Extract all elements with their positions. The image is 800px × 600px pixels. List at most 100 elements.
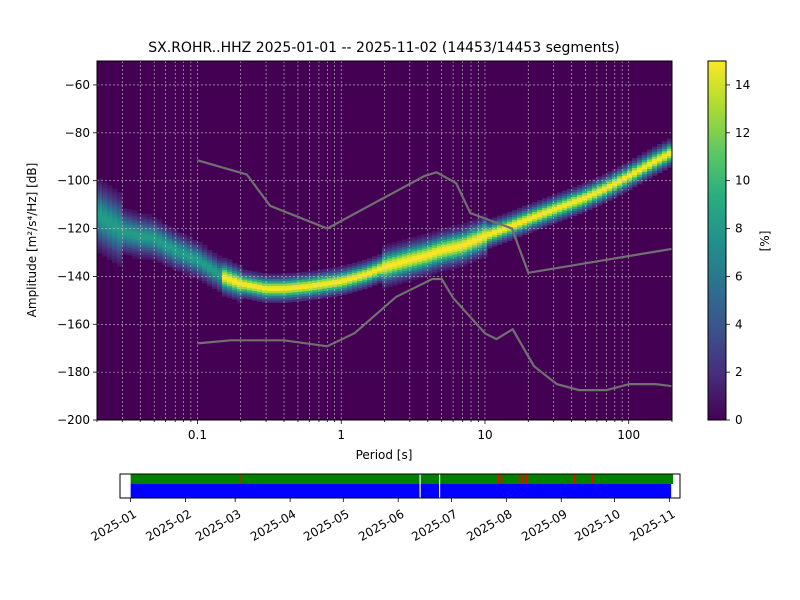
heatmap-cell xyxy=(357,266,363,269)
heatmap-cell xyxy=(657,155,663,159)
heatmap-cell xyxy=(187,245,193,249)
heatmap-cell xyxy=(552,211,558,214)
heatmap-cell xyxy=(392,273,398,277)
heatmap-cell xyxy=(292,282,298,286)
heatmap-cell xyxy=(477,249,483,253)
heatmap-cell xyxy=(387,248,393,252)
heatmap-cell xyxy=(277,288,283,291)
heatmap-cell xyxy=(622,175,628,179)
heatmap-cell xyxy=(117,263,123,267)
heatmap-cell xyxy=(152,233,158,237)
heatmap-cell xyxy=(487,236,493,239)
heatmap-cell xyxy=(177,266,183,270)
heatmap-cell xyxy=(242,269,248,273)
heatmap-cell xyxy=(317,288,323,292)
heatmap-cell xyxy=(342,268,348,271)
heatmap-cell xyxy=(567,188,573,192)
heatmap-cell xyxy=(542,224,548,228)
heatmap-cell xyxy=(127,233,133,237)
heatmap-cell xyxy=(372,270,378,274)
heatmap-cell xyxy=(552,208,558,212)
heatmap-cell xyxy=(662,143,668,147)
heatmap-cell xyxy=(237,274,243,278)
heatmap-cell xyxy=(97,183,103,187)
heatmap-cell xyxy=(112,203,118,206)
heatmap-cell xyxy=(397,264,403,268)
heatmap-cell xyxy=(297,277,303,280)
heatmap-cell xyxy=(237,269,243,273)
heatmap-cell xyxy=(302,290,308,294)
heatmap-cell xyxy=(172,228,178,232)
heatmap-cell xyxy=(652,153,658,157)
heatmap-cell xyxy=(102,215,108,219)
heatmap-cell xyxy=(142,252,148,255)
heatmap-cell xyxy=(542,214,548,218)
heatmap-cell xyxy=(107,211,113,215)
heatmap-cell xyxy=(607,183,613,187)
heatmap-cell xyxy=(147,223,153,227)
heatmap-cell xyxy=(507,223,513,227)
heatmap-cell xyxy=(667,145,672,149)
heatmap-cell xyxy=(412,270,418,273)
heatmap-cell xyxy=(187,264,193,268)
heatmap-cell xyxy=(252,276,258,280)
heatmap-cell xyxy=(547,208,553,212)
heatmap-cell xyxy=(97,205,103,208)
heatmap-cell xyxy=(157,224,163,227)
heatmap-cell xyxy=(442,244,448,248)
heatmap-cell xyxy=(542,198,548,202)
heatmap-cell xyxy=(142,228,148,231)
heatmap-cell xyxy=(487,221,493,225)
heatmap-cell xyxy=(602,176,608,180)
heatmap-cell xyxy=(207,273,213,277)
heatmap-cell xyxy=(447,240,453,244)
heatmap-cell xyxy=(557,216,563,220)
heatmap-cell xyxy=(577,201,583,205)
heatmap-cell xyxy=(642,157,648,160)
heatmap-cell xyxy=(122,210,128,214)
heatmap-cell xyxy=(612,195,618,199)
heatmap-cell xyxy=(482,242,488,246)
heatmap-cell xyxy=(302,283,308,287)
heatmap-cell xyxy=(147,228,153,232)
heatmap-cell xyxy=(462,234,468,238)
heatmap-cell xyxy=(197,270,203,274)
heatmap-cell xyxy=(557,218,563,222)
heatmap-cell xyxy=(537,224,543,227)
heatmap-cell xyxy=(252,281,258,284)
heatmap-cell xyxy=(437,257,443,261)
heatmap-cell xyxy=(472,223,478,227)
heatmap-cell xyxy=(532,225,538,229)
heatmap-cell xyxy=(512,212,518,216)
heatmap-cell xyxy=(617,168,623,172)
heatmap-cell xyxy=(292,289,298,293)
heatmap-cell xyxy=(442,256,448,260)
heatmap-cell xyxy=(222,267,228,271)
heatmap-cell xyxy=(207,257,213,260)
heatmap-cell xyxy=(127,247,133,251)
heatmap-cell xyxy=(122,239,128,243)
heatmap-cell xyxy=(572,201,578,205)
heatmap-cell xyxy=(662,146,668,149)
heatmap-cell xyxy=(262,287,268,291)
heatmap-cell xyxy=(117,239,123,243)
heatmap-cell xyxy=(642,159,648,163)
heatmap-cell xyxy=(567,207,573,211)
heatmap-cell xyxy=(647,173,653,177)
heatmap-cell xyxy=(592,200,598,204)
heatmap-cell xyxy=(122,222,128,226)
heatmap-cell xyxy=(667,148,672,152)
heatmap-cell xyxy=(347,280,353,284)
heatmap-cell xyxy=(457,224,463,228)
heatmap-cell xyxy=(442,265,448,269)
heatmap-cell xyxy=(397,274,403,278)
heatmap-cell xyxy=(252,273,258,277)
heatmap-cell xyxy=(437,255,443,259)
heatmap-cell xyxy=(127,230,133,234)
heatmap-cell xyxy=(157,259,163,263)
heatmap-cell xyxy=(302,276,308,280)
heatmap-cell xyxy=(237,267,243,270)
heatmap-cell xyxy=(662,150,668,154)
heatmap-cell xyxy=(102,189,108,193)
heatmap-cell xyxy=(442,263,448,267)
